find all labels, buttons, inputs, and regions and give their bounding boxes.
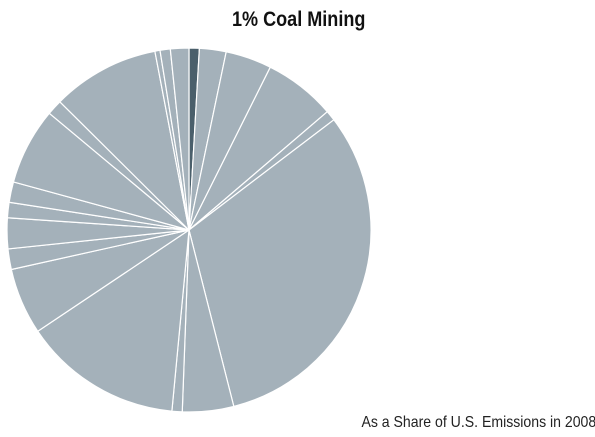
- pie-slice: [59, 50, 190, 231]
- chart-title: 1% Coal Mining: [231, 8, 366, 31]
- pie-slice: [169, 47, 190, 231]
- chart-subtitle: As a Share of U.S. Emissions in 2008: [361, 414, 595, 431]
- pie-slice: [37, 229, 190, 412]
- pie-slices: [6, 47, 372, 413]
- pie-slice: [188, 119, 372, 407]
